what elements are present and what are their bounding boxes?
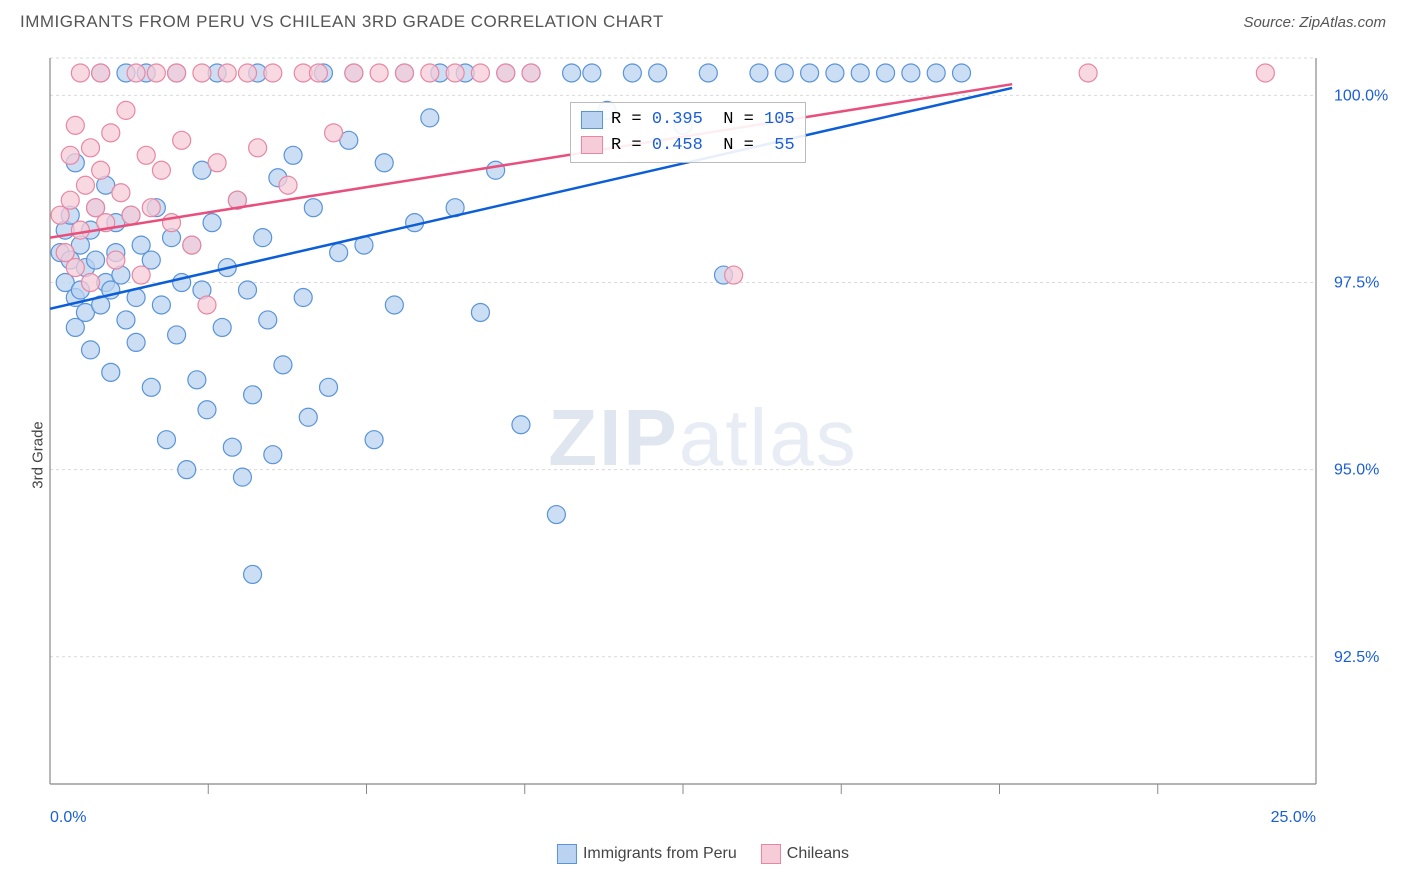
correlation-stats-box: R = 0.395 N = 105 R = 0.458 N = 55: [570, 102, 806, 163]
legend-item: Immigrants from Peru: [557, 844, 737, 864]
legend-label: Immigrants from Peru: [583, 845, 737, 862]
stats-text: R = 0.395 N = 105: [611, 107, 795, 133]
stats-row: R = 0.395 N = 105: [581, 107, 795, 133]
legend-swatch: [557, 844, 577, 864]
chart-title: IMMIGRANTS FROM PERU VS CHILEAN 3RD GRAD…: [20, 12, 664, 32]
stats-row: R = 0.458 N = 55: [581, 133, 795, 159]
source-attribution: Source: ZipAtlas.com: [1243, 14, 1386, 31]
legend-label: Chileans: [787, 845, 849, 862]
svg-text:0.0%: 0.0%: [50, 809, 86, 826]
legend-item: Chileans: [761, 844, 849, 864]
legend-swatch: [761, 844, 781, 864]
svg-text:100.0%: 100.0%: [1334, 87, 1388, 104]
svg-text:25.0%: 25.0%: [1271, 809, 1316, 826]
chart-area: 3rd Grade ZIPatlas 0.0%25.0%92.5%95.0%97…: [0, 40, 1406, 870]
svg-text:92.5%: 92.5%: [1334, 649, 1379, 666]
stats-text: R = 0.458 N = 55: [611, 133, 795, 159]
svg-text:95.0%: 95.0%: [1334, 462, 1379, 479]
svg-text:97.5%: 97.5%: [1334, 275, 1379, 292]
series-swatch: [581, 111, 603, 129]
y-axis-label: 3rd Grade: [29, 421, 46, 489]
legend: Immigrants from Peru Chileans: [557, 844, 849, 864]
series-swatch: [581, 136, 603, 154]
